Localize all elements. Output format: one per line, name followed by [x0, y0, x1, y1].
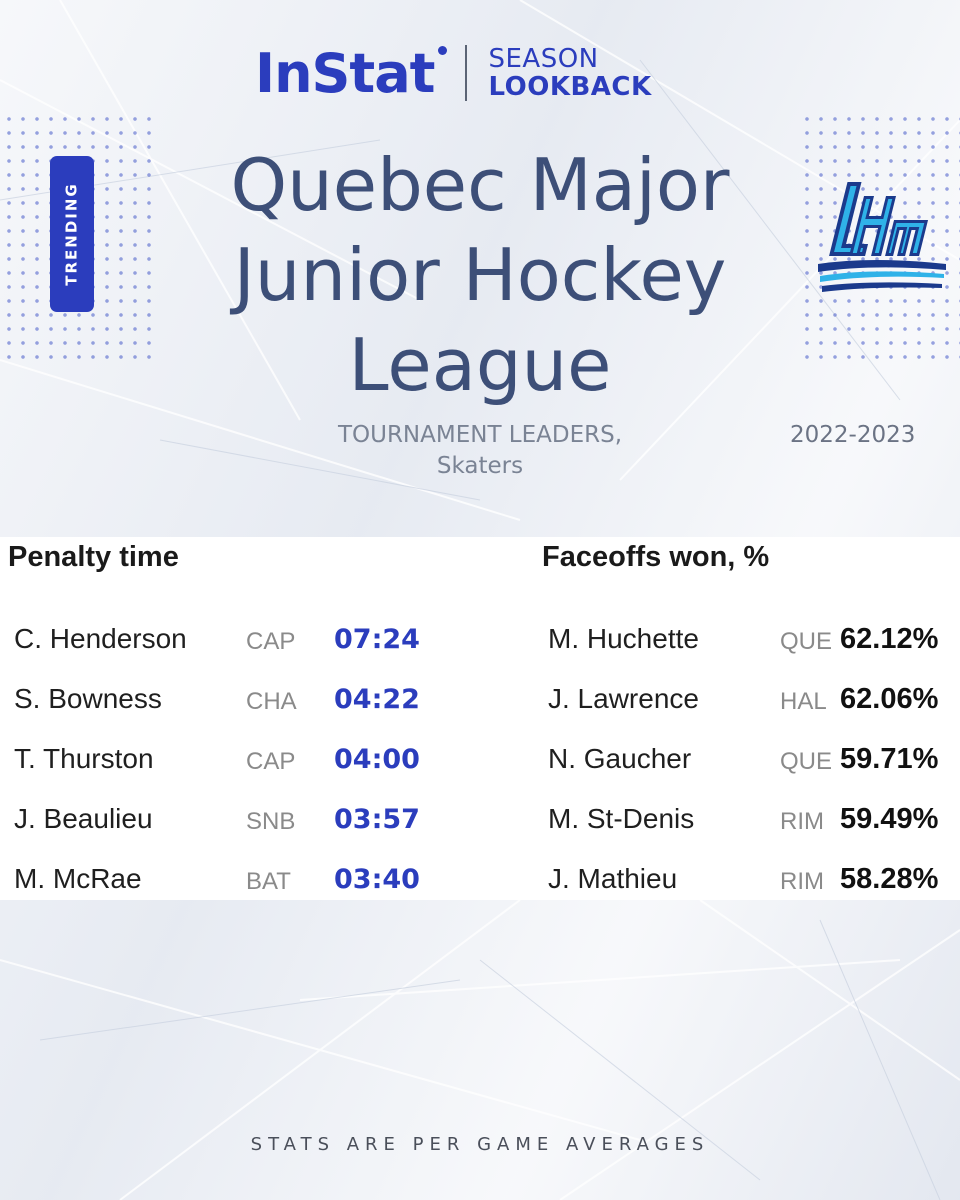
team-code: HAL — [780, 688, 827, 715]
faceoffs-title: Faceoffs won, % — [542, 541, 770, 573]
faceoff-row: J. Mathieu RIM 58.28% — [548, 849, 938, 909]
penalty-value: 03:57 — [334, 803, 420, 835]
league-title-line1: Quebec Major — [230, 143, 730, 227]
player-name: T. Thurston — [14, 743, 154, 774]
penalty-row: J. Beaulieu SNB 03:57 — [14, 789, 420, 849]
league-title-line3: League — [348, 323, 612, 407]
faceoff-row: M. Huchette QUE 62.12% — [548, 609, 938, 669]
player-name: S. Bowness — [14, 683, 162, 714]
brand-header: InStat SEASON LOOKBACK — [255, 38, 652, 108]
trending-badge-label: TRENDING — [63, 182, 82, 286]
faceoff-value: 62.12% — [840, 622, 939, 655]
penalty-time-title: Penalty time — [8, 541, 179, 573]
brand-sub-line2: LOOKBACK — [488, 72, 652, 102]
team-code: CAP — [246, 628, 296, 655]
faceoff-value: 58.28% — [840, 862, 939, 895]
league-title-line2: Junior Hockey — [233, 233, 727, 317]
season-lookback-label: SEASON LOOKBACK — [489, 45, 652, 101]
league-title: Quebec Major Junior Hockey League — [160, 140, 800, 410]
penalty-value: 04:22 — [334, 683, 420, 715]
faceoff-row: N. Gaucher QUE 59.71% — [548, 729, 938, 789]
player-name: M. Huchette — [548, 623, 699, 654]
lhjmq-logo-icon — [818, 182, 946, 292]
player-name: J. Lawrence — [548, 683, 699, 714]
footnote: STATS ARE PER GAME AVERAGES — [250, 1134, 710, 1155]
player-name: M. McRae — [14, 863, 142, 894]
brand-divider — [464, 45, 467, 101]
team-code: CAP — [246, 748, 296, 775]
trending-badge: TRENDING — [50, 156, 94, 312]
subtitle-line1: TOURNAMENT LEADERS, — [337, 422, 623, 448]
team-code: RIM — [780, 868, 824, 895]
faceoff-value: 62.06% — [840, 682, 939, 715]
season-label: 2022-2023 — [790, 422, 916, 448]
penalty-row: T. Thurston CAP 04:00 — [14, 729, 420, 789]
tournament-leaders-subtitle: TOURNAMENT LEADERS, Skaters — [280, 420, 680, 482]
player-name: J. Mathieu — [548, 863, 678, 894]
penalty-row: S. Bowness CHA 04:22 — [14, 669, 420, 729]
team-code: QUE — [780, 628, 833, 655]
subtitle-line2: Skaters — [436, 453, 524, 479]
penalty-row: C. Henderson CAP 07:24 — [14, 609, 420, 669]
faceoff-value: 59.49% — [840, 802, 939, 835]
penalty-value: 04:00 — [334, 743, 420, 775]
penalty-value: 03:40 — [334, 863, 420, 895]
team-code: BAT — [246, 868, 291, 895]
faceoff-value: 59.71% — [840, 742, 939, 775]
team-code: QUE — [780, 748, 833, 775]
penalty-row: M. McRae BAT 03:40 — [14, 849, 420, 909]
penalty-value: 07:24 — [334, 623, 420, 655]
team-code: CHA — [246, 688, 297, 715]
team-code: RIM — [780, 808, 824, 835]
player-name: J. Beaulieu — [14, 803, 153, 834]
instat-logo: InStat — [255, 42, 447, 105]
faceoff-row: J. Lawrence HAL 62.06% — [548, 669, 938, 729]
brand-sub-line1: SEASON — [488, 44, 599, 74]
faceoff-row: M. St-Denis RIM 59.49% — [548, 789, 938, 849]
player-name: C. Henderson — [14, 623, 187, 654]
player-name: N. Gaucher — [548, 743, 692, 774]
brand-dot-icon — [437, 45, 447, 55]
stats-panel: Penalty time Faceoffs won, % C. Henderso… — [0, 537, 960, 900]
team-code: SNB — [246, 808, 296, 835]
player-name: M. St-Denis — [548, 803, 695, 834]
